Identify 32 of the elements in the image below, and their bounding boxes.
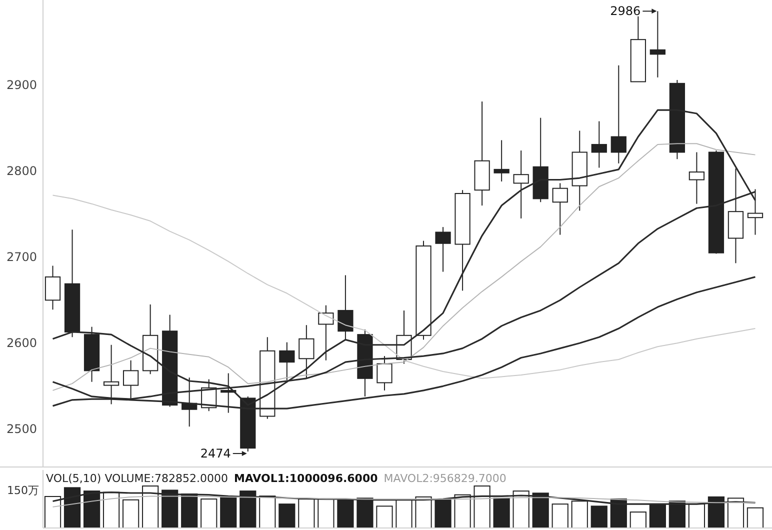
candlestick — [298, 324, 314, 379]
candlestick — [688, 152, 705, 204]
candlestick — [279, 342, 295, 381]
bar — [278, 504, 296, 528]
annotation: 2986 — [610, 4, 641, 18]
y-tick-label: 2500 — [6, 422, 37, 436]
bar — [746, 507, 764, 528]
text: MAVOL1:1000096.6000 — [234, 472, 378, 485]
annotation: 2474 — [200, 446, 231, 461]
candlestick — [591, 120, 607, 168]
bar — [630, 512, 646, 528]
bar — [200, 498, 218, 528]
y-tick-label: 2600 — [6, 336, 37, 350]
bar — [590, 506, 608, 528]
candlestick — [513, 150, 529, 219]
candlestick — [650, 10, 666, 78]
bar — [552, 504, 568, 528]
text: VOL(5,10) VOLUME:782852.0000 — [46, 472, 228, 485]
candlestick — [318, 304, 334, 361]
text: MAVOL2:956829.7000 — [384, 472, 506, 485]
bar — [122, 499, 140, 528]
candlestick — [552, 182, 568, 236]
line-series — [52, 143, 756, 391]
candlestick — [494, 140, 510, 182]
bar — [376, 506, 393, 528]
text: 150万 — [7, 484, 39, 497]
candlestick — [474, 100, 490, 206]
candlestick — [572, 130, 588, 212]
y-tick-label: 2900 — [6, 78, 37, 92]
candlestick — [44, 265, 61, 310]
y-tick-label: 2700 — [6, 250, 37, 264]
y-tick-label: 2800 — [6, 164, 37, 178]
